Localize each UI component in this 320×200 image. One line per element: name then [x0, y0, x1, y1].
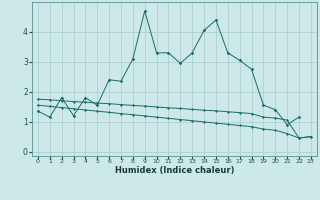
X-axis label: Humidex (Indice chaleur): Humidex (Indice chaleur): [115, 166, 234, 175]
